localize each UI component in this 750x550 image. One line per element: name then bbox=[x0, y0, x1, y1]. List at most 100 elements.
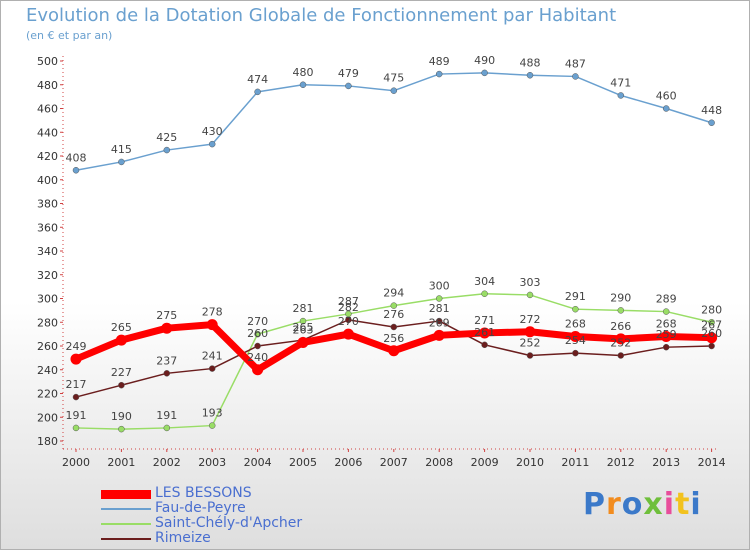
data-label-fau-de-peyre: 475 bbox=[383, 72, 404, 85]
data-label-les-bessons: 249 bbox=[66, 340, 87, 353]
y-tick-label: 180 bbox=[37, 435, 58, 448]
y-tick-label: 480 bbox=[37, 79, 58, 92]
data-point-rimeize bbox=[390, 323, 398, 331]
x-tick-label: 2002 bbox=[153, 456, 181, 469]
y-tick-label: 260 bbox=[37, 340, 58, 353]
data-label-saint-chely-d-apcher: 270 bbox=[247, 315, 268, 328]
data-label-fau-de-peyre: 489 bbox=[429, 55, 450, 68]
data-label-les-bessons: 268 bbox=[565, 318, 586, 331]
legend-label: Saint-Chély-d'Apcher bbox=[155, 515, 303, 531]
data-label-les-bessons: 271 bbox=[474, 314, 495, 327]
data-point-les-bessons bbox=[615, 333, 627, 345]
data-point-fau-de-peyre bbox=[254, 88, 261, 96]
data-point-rimeize bbox=[617, 352, 625, 359]
legend-label: Rimeize bbox=[155, 530, 211, 546]
data-label-rimeize: 265 bbox=[293, 321, 314, 334]
data-label-rimeize: 227 bbox=[111, 366, 132, 379]
data-point-fau-de-peyre bbox=[481, 69, 488, 77]
data-label-saint-chely-d-apcher: 281 bbox=[293, 302, 314, 315]
y-tick-label: 460 bbox=[37, 103, 58, 116]
y-tick-label: 500 bbox=[37, 55, 58, 68]
data-label-les-bessons: 270 bbox=[338, 315, 359, 328]
legend-swatch bbox=[101, 538, 151, 540]
x-tick-label: 2003 bbox=[198, 456, 226, 469]
data-label-saint-chely-d-apcher: 191 bbox=[66, 409, 87, 422]
data-label-saint-chely-d-apcher: 280 bbox=[701, 303, 722, 316]
data-point-saint-chely-d-apcher bbox=[163, 424, 171, 432]
data-point-rimeize bbox=[118, 381, 125, 389]
data-label-les-bessons: 256 bbox=[383, 332, 404, 345]
data-label-rimeize: 252 bbox=[520, 337, 541, 350]
data-label-les-bessons: 265 bbox=[111, 321, 132, 334]
y-tick-label: 300 bbox=[37, 293, 58, 306]
data-label-fau-de-peyre: 430 bbox=[202, 125, 223, 138]
data-label-fau-de-peyre: 408 bbox=[66, 151, 87, 164]
data-label-rimeize: 261 bbox=[474, 326, 495, 339]
data-point-rimeize bbox=[345, 316, 352, 324]
data-label-fau-de-peyre: 474 bbox=[247, 73, 268, 86]
data-point-les-bessons bbox=[433, 329, 445, 341]
data-point-rimeize bbox=[254, 342, 261, 350]
data-point-les-bessons bbox=[706, 332, 718, 344]
proxiti-logo: Proxiti bbox=[583, 487, 702, 522]
data-label-les-bessons: 278 bbox=[202, 306, 223, 319]
x-tick-label: 2011 bbox=[561, 456, 589, 469]
data-label-rimeize: 282 bbox=[338, 301, 359, 314]
data-point-les-bessons bbox=[297, 336, 309, 348]
data-label-les-bessons: 240 bbox=[247, 351, 268, 364]
y-tick-label: 220 bbox=[37, 388, 58, 401]
y-tick-label: 400 bbox=[37, 174, 58, 187]
y-tick-label: 440 bbox=[37, 126, 58, 139]
data-point-fau-de-peyre bbox=[708, 119, 715, 126]
data-point-fau-de-peyre bbox=[72, 167, 80, 174]
legend-label: Fau-de-Peyre bbox=[155, 500, 246, 516]
data-label-saint-chely-d-apcher: 294 bbox=[383, 287, 404, 300]
y-tick-label: 280 bbox=[37, 316, 58, 329]
data-point-saint-chely-d-apcher bbox=[390, 302, 398, 309]
x-tick-label: 2009 bbox=[471, 456, 499, 469]
data-point-saint-chely-d-apcher bbox=[299, 317, 307, 325]
data-label-fau-de-peyre: 487 bbox=[565, 57, 586, 70]
data-label-saint-chely-d-apcher: 300 bbox=[429, 280, 450, 293]
x-tick-label: 2004 bbox=[244, 456, 272, 469]
x-tick-label: 2000 bbox=[62, 456, 90, 469]
y-tick-label: 380 bbox=[37, 198, 58, 211]
legend-swatch bbox=[101, 508, 151, 510]
data-point-les-bessons bbox=[161, 322, 173, 334]
data-label-rimeize: 276 bbox=[383, 308, 404, 321]
data-label-saint-chely-d-apcher: 287 bbox=[338, 295, 359, 308]
data-point-les-bessons bbox=[524, 326, 536, 338]
x-tick-label: 2012 bbox=[607, 456, 635, 469]
data-label-saint-chely-d-apcher: 291 bbox=[565, 290, 586, 303]
data-label-fau-de-peyre: 460 bbox=[656, 90, 677, 103]
data-point-fau-de-peyre bbox=[617, 92, 625, 99]
data-point-les-bessons bbox=[252, 364, 264, 376]
data-point-les-bessons bbox=[569, 331, 581, 342]
y-tick-label: 360 bbox=[37, 221, 58, 234]
data-point-fau-de-peyre bbox=[390, 87, 398, 94]
data-label-rimeize: 237 bbox=[156, 354, 177, 367]
data-point-fau-de-peyre bbox=[118, 158, 125, 166]
data-point-rimeize bbox=[481, 341, 488, 349]
x-tick-label: 2005 bbox=[289, 456, 317, 469]
data-point-saint-chely-d-apcher bbox=[481, 290, 488, 297]
data-point-saint-chely-d-apcher bbox=[572, 305, 579, 313]
data-point-les-bessons bbox=[206, 319, 218, 331]
data-point-rimeize bbox=[208, 365, 216, 372]
data-label-les-bessons: 268 bbox=[656, 318, 677, 331]
chart-title: Evolution de la Dotation Globale de Fonc… bbox=[26, 5, 617, 26]
data-label-les-bessons: 263 bbox=[293, 323, 314, 336]
data-point-fau-de-peyre bbox=[572, 73, 579, 80]
data-label-rimeize: 217 bbox=[66, 378, 87, 391]
data-point-rimeize bbox=[163, 370, 171, 377]
data-label-saint-chely-d-apcher: 191 bbox=[156, 409, 177, 422]
x-tick-label: 2001 bbox=[107, 456, 135, 469]
y-tick-label: 340 bbox=[37, 245, 58, 258]
data-label-saint-chely-d-apcher: 193 bbox=[202, 407, 223, 420]
data-label-rimeize: 260 bbox=[701, 327, 722, 340]
data-label-les-bessons: 266 bbox=[610, 320, 631, 333]
x-tick-label: 2014 bbox=[698, 456, 726, 469]
data-point-fau-de-peyre bbox=[299, 81, 307, 88]
